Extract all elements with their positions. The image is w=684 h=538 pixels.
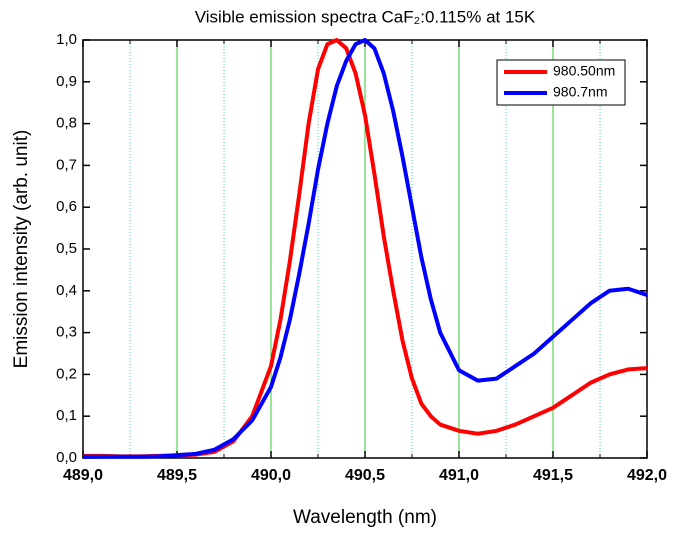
- y-tick-label: 0,3: [56, 324, 77, 341]
- y-tick-label: 0,2: [56, 365, 77, 382]
- legend-box: [496, 59, 626, 106]
- chart-title: Visible emission spectra CaF₂:0.115% at …: [195, 7, 536, 26]
- y-tick-label: 0,8: [56, 115, 77, 132]
- x-tick-label: 489,5: [157, 467, 197, 484]
- x-tick-label: 491,0: [439, 467, 479, 484]
- x-tick-label: 490,5: [345, 467, 385, 484]
- series-line: [83, 38, 648, 459]
- y-tick-label: 1,0: [56, 31, 77, 48]
- y-axis-label: Emission intensity (arb. unit): [11, 130, 32, 369]
- y-tick-label: 0,6: [56, 198, 77, 215]
- x-axis-label: Wavelength (nm): [293, 507, 437, 528]
- x-tick-label: 492,0: [627, 467, 667, 484]
- legend-label: 980.50nm: [553, 63, 615, 79]
- y-tick-label: 0,4: [56, 282, 77, 299]
- y-tick-label: 0,1: [56, 407, 77, 424]
- y-tick-label: 0,5: [56, 240, 77, 257]
- y-tick-label: 0,9: [56, 73, 77, 90]
- legend-label: 980.7nm: [553, 84, 607, 100]
- y-tick-label: 0,7: [56, 156, 77, 173]
- x-tick-label: 490,0: [251, 467, 291, 484]
- y-tick-label: 0,0: [56, 449, 77, 466]
- x-tick-label: 491,5: [533, 467, 573, 484]
- x-tick-label: 489,0: [63, 467, 103, 484]
